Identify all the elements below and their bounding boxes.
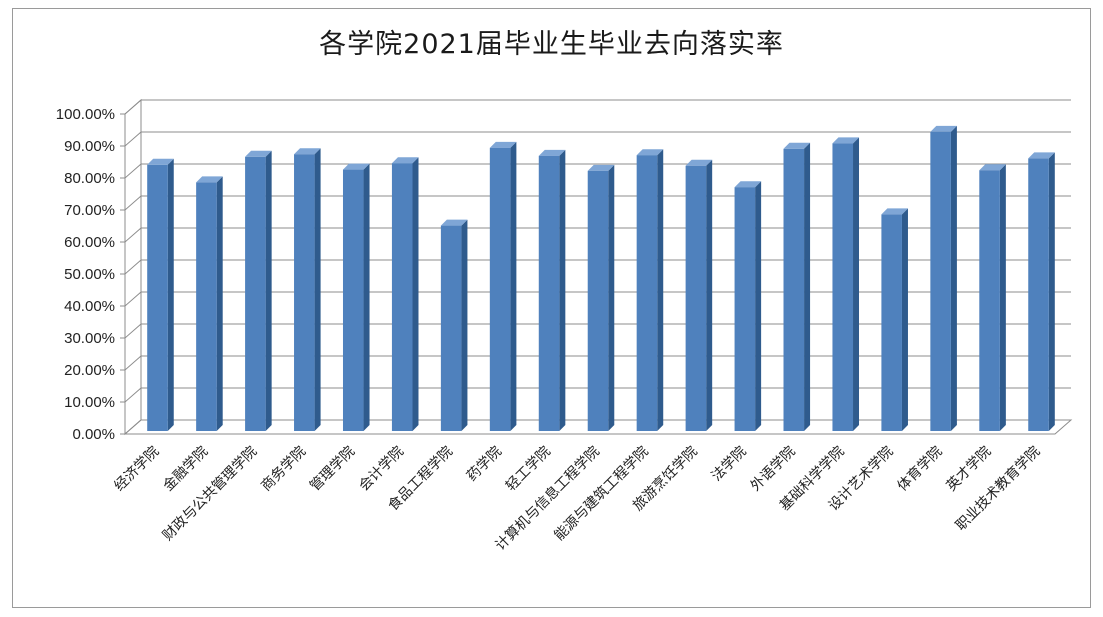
bar-side [559,149,566,431]
y-tick-label: 70.00% [64,202,115,219]
bar-side [950,125,957,431]
bar-top [342,163,370,170]
bar-top [391,157,419,164]
bar-side [314,148,321,432]
bar-side [853,137,860,432]
y-tick-label: 100.00% [56,106,115,123]
bar-side [216,176,223,431]
bar-side [1048,152,1055,431]
y-tick-label: 0.00% [72,426,115,443]
x-tick-label: 商务学院 [258,444,309,495]
bar [245,156,266,432]
bar-side [265,150,272,432]
bar-top [930,125,957,132]
bar-side [363,163,370,431]
bar-top [734,181,762,188]
bar-side [706,159,713,431]
bar-top [979,164,1006,171]
y-tick-label: 20.00% [64,362,115,379]
x-tick-label: 轻工学院 [503,444,554,495]
bar-side [608,164,615,431]
chart-title: 各学院2021届毕业生毕业去向落实率 [319,29,784,60]
bar [930,131,951,431]
x-tick-label: 职业技术教育学院 [953,444,1044,535]
bar [440,225,462,431]
y-tick-label: 60.00% [64,234,115,251]
bar [196,182,217,431]
bar [734,187,756,431]
x-tick-label: 英才学院 [943,443,995,495]
bar-top [1028,152,1055,159]
bar-top [587,164,615,171]
bar [489,147,511,431]
gridline [124,131,1071,147]
bar-side [412,157,419,431]
bar [979,170,1000,432]
bar-top [685,159,713,166]
y-tick-label: 40.00% [64,298,115,315]
bar-side [167,158,174,432]
y-tick-label: 30.00% [64,330,115,347]
x-tick-label: 金融学院 [160,444,211,495]
bar-side [510,141,517,431]
bar [294,154,315,432]
y-tick-label: 10.00% [64,394,115,411]
bar-side [755,181,762,431]
bar [1028,158,1049,431]
bar-top [294,148,321,155]
bar-side [461,219,468,431]
x-tick-label: 外语学院 [748,444,799,495]
bar-side [804,142,811,432]
bar [538,155,560,431]
bar-side [999,164,1006,432]
y-tick-label: 50.00% [64,266,115,283]
x-tick-label: 会计学院 [356,444,407,495]
bar-side [657,149,664,431]
x-tick-label: 管理学院 [307,444,358,495]
bar-top [196,176,223,183]
bar-top [881,208,908,215]
bar-top [245,150,272,157]
x-tick-label: 能源与建筑工程学院 [551,444,651,544]
x-tick-label: 法学院 [709,444,750,485]
bar-top [489,141,517,148]
bar [783,148,805,432]
gridline [124,163,1071,179]
bar [342,169,364,431]
bar-top [147,158,174,165]
x-tick-label: 财政与公共管理学院 [160,444,260,544]
y-tick-label: 80.00% [64,170,115,187]
bar [685,165,707,431]
bar [587,170,609,431]
bar [147,164,168,432]
x-tick-label: 体育学院 [895,444,946,495]
bar-top [832,137,860,144]
bar-top [538,149,566,156]
bar-top [440,219,468,226]
bar [636,155,658,431]
x-tick-label: 经济学院 [111,444,162,495]
bar [391,163,413,431]
bar-top [783,142,811,149]
bar [832,143,854,432]
gridline [124,99,1071,115]
bar-side [901,208,908,431]
y-tick-label: 90.00% [64,138,115,155]
bar-top [636,149,664,156]
x-tick-label: 药学院 [464,444,505,485]
bar [881,214,902,431]
